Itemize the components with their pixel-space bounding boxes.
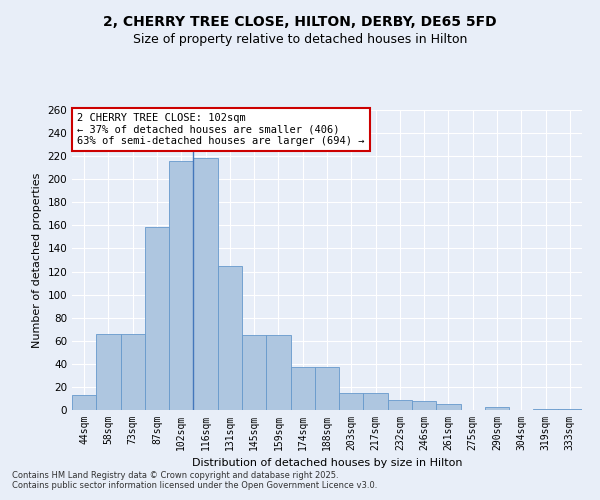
Bar — [339, 392, 364, 410]
Bar — [96, 334, 121, 410]
Bar — [72, 395, 96, 410]
Bar — [218, 266, 242, 410]
Bar — [121, 334, 145, 410]
Text: 2, CHERRY TREE CLOSE, HILTON, DERBY, DE65 5FD: 2, CHERRY TREE CLOSE, HILTON, DERBY, DE6… — [103, 15, 497, 29]
Bar — [412, 401, 436, 410]
Bar — [169, 161, 193, 410]
Text: 2 CHERRY TREE CLOSE: 102sqm
← 37% of detached houses are smaller (406)
63% of se: 2 CHERRY TREE CLOSE: 102sqm ← 37% of det… — [77, 113, 365, 146]
Bar — [266, 335, 290, 410]
Bar — [315, 368, 339, 410]
Bar — [485, 406, 509, 410]
Bar — [436, 404, 461, 410]
Text: Contains HM Land Registry data © Crown copyright and database right 2025.
Contai: Contains HM Land Registry data © Crown c… — [12, 470, 377, 490]
X-axis label: Distribution of detached houses by size in Hilton: Distribution of detached houses by size … — [192, 458, 462, 468]
Bar — [145, 226, 169, 410]
Bar — [558, 409, 582, 410]
Bar — [533, 409, 558, 410]
Bar — [193, 158, 218, 410]
Bar — [290, 368, 315, 410]
Text: Size of property relative to detached houses in Hilton: Size of property relative to detached ho… — [133, 32, 467, 46]
Bar — [388, 400, 412, 410]
Y-axis label: Number of detached properties: Number of detached properties — [32, 172, 42, 348]
Bar — [364, 392, 388, 410]
Bar — [242, 335, 266, 410]
